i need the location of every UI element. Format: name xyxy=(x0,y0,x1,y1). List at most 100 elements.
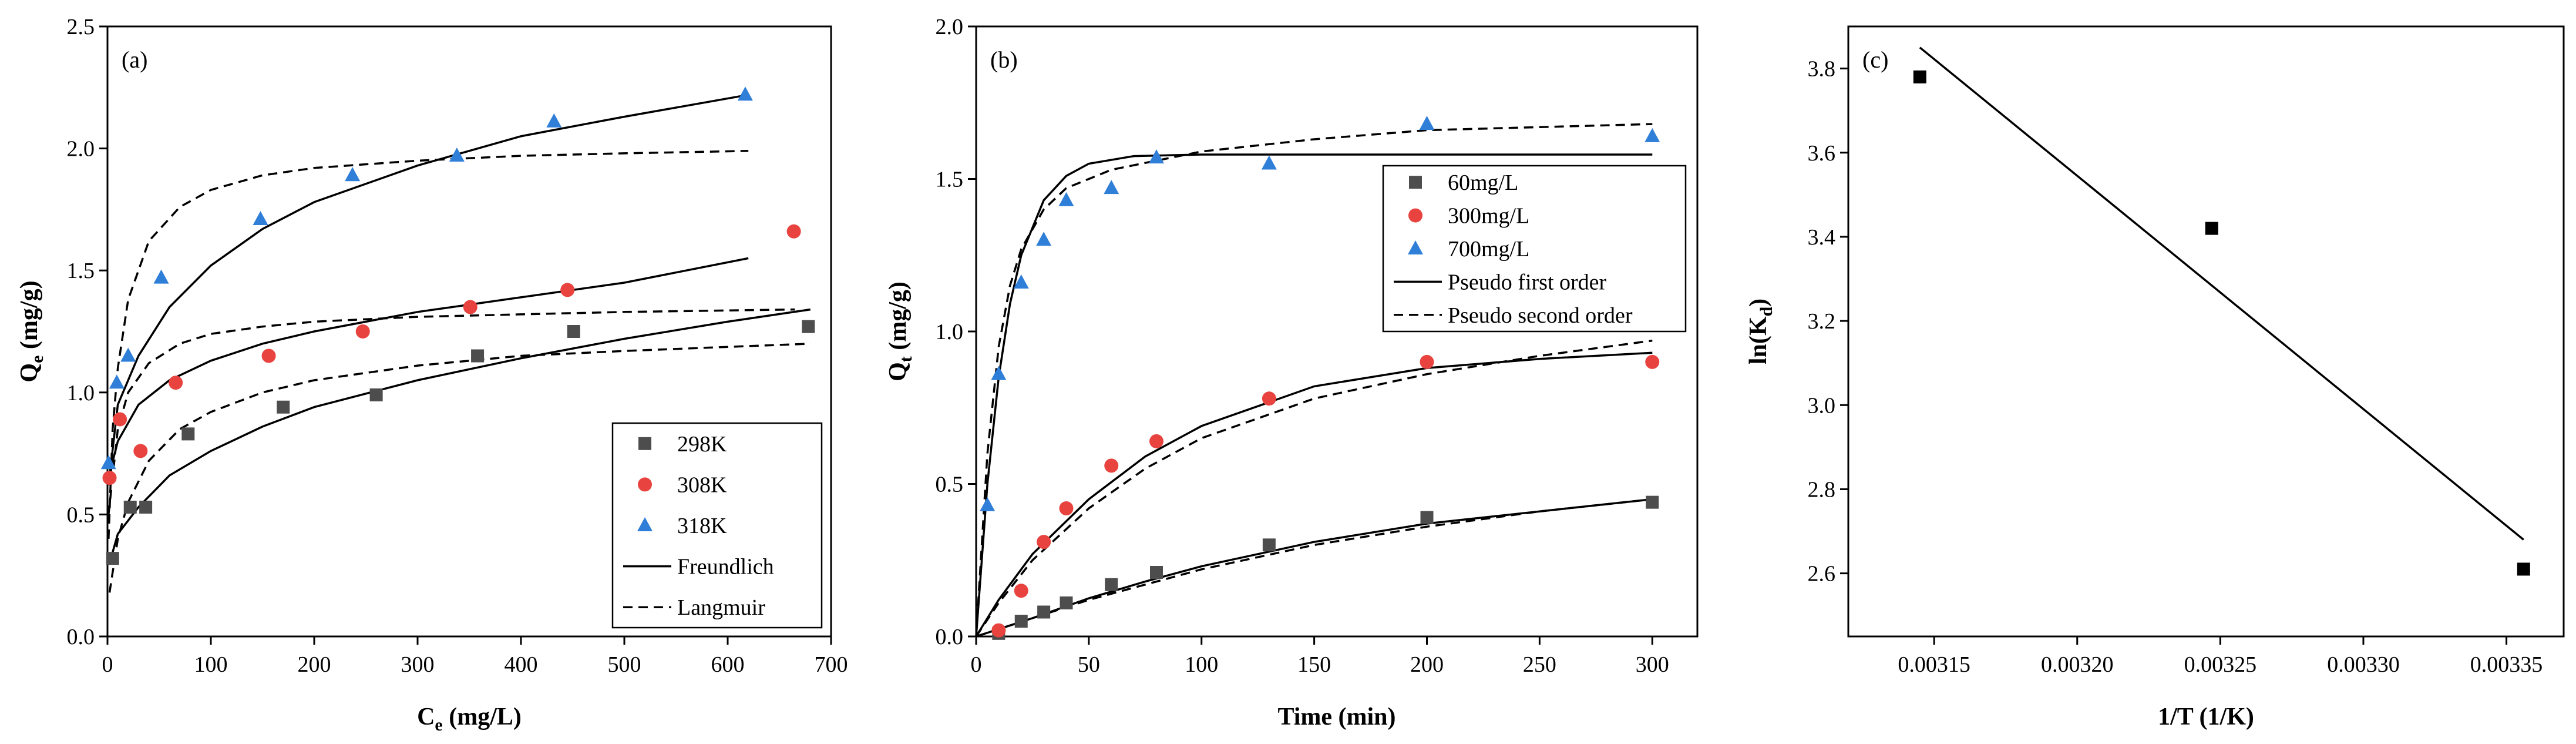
data-point-square xyxy=(1014,615,1028,628)
panel-label: (b) xyxy=(990,46,1018,73)
y-tick-label: 3.8 xyxy=(1808,57,1836,82)
data-point-square xyxy=(1646,495,1659,509)
legend-marker-square xyxy=(1409,176,1422,189)
data-point-square xyxy=(2205,222,2218,235)
legend-label: 300mg/L xyxy=(1448,204,1529,229)
data-point-square xyxy=(471,349,485,363)
x-axis-title-unit: (mg/L) xyxy=(443,703,522,730)
y-tick-label: 1.0 xyxy=(67,381,95,405)
x-tick-label: 250 xyxy=(1523,652,1556,677)
y-axis-title: Qt (mg/g) xyxy=(885,281,916,381)
y-axis-title-main: Q xyxy=(885,362,912,381)
data-point-circle xyxy=(1059,501,1074,516)
data-point-circle xyxy=(1104,458,1119,473)
data-point-triangle xyxy=(1058,192,1074,206)
x-axis-title-main: Time (min) xyxy=(1277,703,1395,730)
y-tick-label: 0.0 xyxy=(67,625,95,649)
data-point-circle xyxy=(463,300,477,314)
y-axis-title-main: Q xyxy=(16,363,43,383)
x-axis-title: Time (min) xyxy=(1277,703,1395,730)
legend-label: Pseudo second order xyxy=(1448,303,1633,328)
data-point-square xyxy=(1150,566,1163,579)
data-point-triangle xyxy=(1104,180,1119,195)
solid-fit-line xyxy=(1919,46,2524,541)
x-tick-label: 0.00325 xyxy=(2184,652,2257,677)
data-point-triangle xyxy=(991,366,1007,380)
legend: 60mg/L 300mg/L 700mg/L Pseudo first order Ps… xyxy=(1382,165,1687,333)
dashed-fit-line xyxy=(107,150,749,539)
data-point-triangle xyxy=(1419,116,1435,130)
panel-a-chart: 0 100 200 300 400 500 600 700 0.0 0.5 1.0 1.5 2.0 2.5… xyxy=(16,15,848,735)
x-tick-label: 300 xyxy=(401,652,435,677)
x-tick-label: 0.00315 xyxy=(1898,652,1970,677)
data-point-triangle xyxy=(345,167,361,182)
y-tick-label: 3.6 xyxy=(1808,141,1836,166)
data-point-triangle xyxy=(1013,274,1029,289)
data-point-circle xyxy=(991,623,1006,638)
data-point-square xyxy=(1060,596,1073,609)
x-tick-label: 100 xyxy=(1185,652,1218,677)
data-point-triangle xyxy=(1645,128,1660,142)
panel-b-chart: 0 50 100 150 200 250 300 0.0 0.5 1.0 1.5 2.0 Time (m… xyxy=(885,15,1699,730)
y-axis-title-subscript: d xyxy=(1757,307,1776,317)
data-point-triangle xyxy=(980,497,996,511)
data-point-triangle xyxy=(109,374,125,389)
x-axis-title-main: C xyxy=(417,703,435,730)
x-tick-label: 50 xyxy=(1078,652,1100,677)
data-point-circle xyxy=(133,444,148,458)
x-axis-title: 1/T (1/K) xyxy=(2158,703,2254,730)
data-point-square xyxy=(106,552,119,565)
data-point-square xyxy=(369,388,383,401)
y-tick-label: 0.5 xyxy=(67,502,95,527)
y-tick-label: 2.0 xyxy=(67,137,95,162)
legend-marker-circle xyxy=(638,477,652,492)
data-point-triangle xyxy=(100,455,116,470)
dashed-fit-line xyxy=(975,339,1653,637)
y-axis-title-subscript: t xyxy=(896,356,916,362)
data-point-circle xyxy=(113,412,127,427)
panel-c-chart: 0.00315 0.00320 0.00325 0.00330 0.00335 2.6 2.… xyxy=(1745,25,2565,730)
y-axis-title-unit: (mg/g) xyxy=(885,281,912,356)
legend-label: 60mg/L xyxy=(1448,170,1518,195)
x-tick-label: 200 xyxy=(298,652,331,677)
data-point-circle xyxy=(102,471,117,485)
data-point-circle xyxy=(355,324,370,339)
data-point-circle xyxy=(1037,535,1051,549)
x-tick-label: 0.00330 xyxy=(2327,652,2400,677)
data-point-square xyxy=(277,400,290,414)
y-axis-title-main: ln(K xyxy=(1745,316,1772,364)
data-point-triangle xyxy=(1149,149,1164,164)
x-tick-label: 200 xyxy=(1410,652,1444,677)
legend-label: 318K xyxy=(677,514,727,538)
legend-label: Pseudo first order xyxy=(1448,270,1607,294)
y-tick-label: 2.8 xyxy=(1808,477,1836,502)
x-tick-label: 100 xyxy=(194,652,228,677)
data-point-square xyxy=(1420,511,1434,524)
y-axis-title-subscript: e xyxy=(28,356,47,363)
dashed-fit-line xyxy=(108,343,811,593)
y-tick-label: 1.0 xyxy=(936,320,964,344)
data-point-square xyxy=(567,325,580,338)
x-tick-label: 150 xyxy=(1297,652,1331,677)
data-point-triangle xyxy=(546,113,562,128)
x-axis-title: Ce (mg/L) xyxy=(417,703,522,735)
y-tick-label: 0.5 xyxy=(936,472,964,497)
data-point-square xyxy=(181,427,195,441)
solid-fit-line xyxy=(107,93,749,485)
y-tick-label: 2.6 xyxy=(1808,562,1836,587)
y-axis-title-unit: ) xyxy=(1745,299,1772,307)
data-point-square xyxy=(2517,562,2530,576)
x-tick-label: 500 xyxy=(608,652,641,677)
legend-box xyxy=(1382,165,1687,333)
legend-label: Langmuir xyxy=(677,595,765,620)
x-tick-label: 0.00320 xyxy=(2041,652,2114,677)
data-point-circle xyxy=(1262,391,1276,406)
data-point-triangle xyxy=(737,86,753,101)
panel-label: (c) xyxy=(1862,46,1888,73)
data-point-circle xyxy=(1420,354,1434,369)
data-point-square xyxy=(1105,578,1118,591)
legend-marker-square xyxy=(638,437,651,450)
x-axis-title-subscript: e xyxy=(435,715,442,735)
data-point-triangle xyxy=(449,148,465,162)
